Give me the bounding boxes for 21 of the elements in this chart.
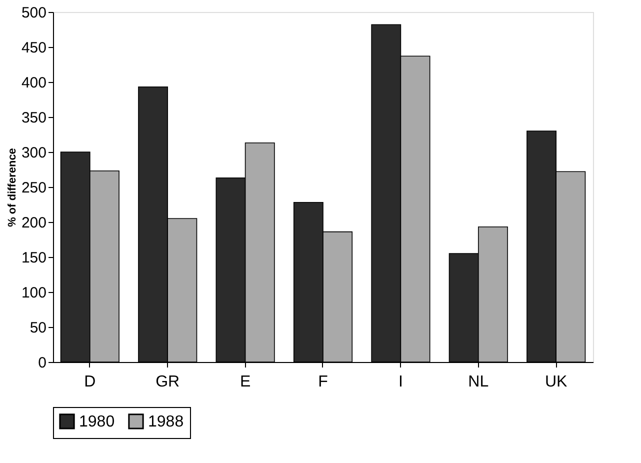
legend-label: 1980 xyxy=(79,413,115,430)
x-tick-label: D xyxy=(84,374,96,390)
y-tick-label: 0 xyxy=(38,354,46,372)
x-tick-label: E xyxy=(240,374,251,390)
x-tick-label: F xyxy=(318,374,328,390)
y-tick-label: 450 xyxy=(21,40,46,56)
y-tick-label: 150 xyxy=(21,250,46,266)
y-tick-label: 250 xyxy=(21,180,46,196)
x-tick-label: NL xyxy=(468,374,489,390)
y-tick-label: 50 xyxy=(30,320,46,336)
y-tick-label: 100 xyxy=(21,284,46,302)
y-tick-label: 400 xyxy=(21,74,46,92)
x-tick-label: GR xyxy=(156,374,180,390)
x-tick-label: I xyxy=(398,374,403,390)
y-axis-title: % of difference xyxy=(6,148,18,227)
y-tick-label: 350 xyxy=(21,110,46,126)
y-tick-label: 500 xyxy=(21,4,46,22)
y-tick-label: 200 xyxy=(21,214,46,232)
legend-label: 1988 xyxy=(148,413,184,430)
y-tick-label: 300 xyxy=(21,144,46,162)
x-tick-label: UK xyxy=(544,374,568,390)
